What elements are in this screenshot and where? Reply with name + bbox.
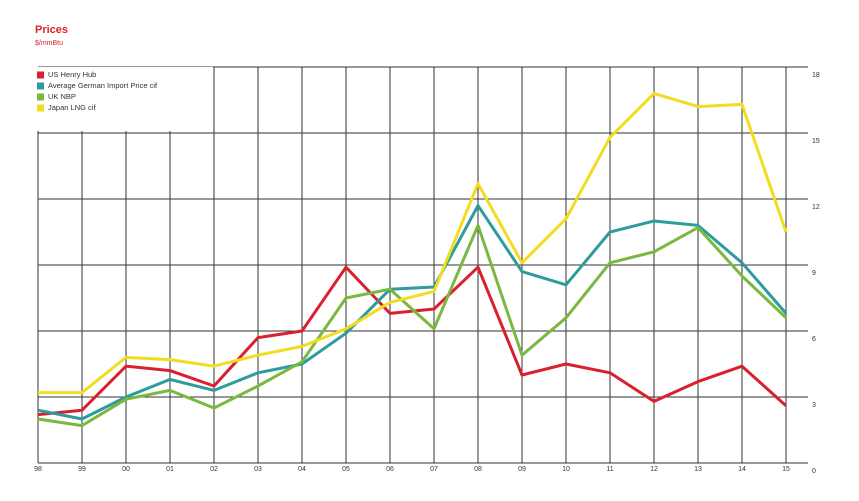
lines	[37, 91, 788, 428]
legend-swatch	[37, 82, 44, 90]
x-tick-label: 09	[518, 466, 526, 473]
legend-label: Japan LNG cif	[48, 103, 96, 112]
x-tick-label: 06	[386, 466, 394, 473]
x-tick-label: 14	[738, 466, 746, 473]
x-tick-label: 08	[474, 466, 482, 473]
x-tick-label: 03	[254, 466, 262, 473]
legend-swatch	[37, 104, 44, 112]
series-line	[37, 265, 788, 417]
x-tick-label: 11	[606, 466, 613, 473]
legend-swatch	[37, 93, 44, 101]
legend: US Henry Hub Average German Import Price …	[35, 67, 213, 131]
legend-label: US Henry Hub	[48, 70, 96, 79]
x-tick-label: 01	[166, 466, 174, 473]
x-tick-label: 00	[122, 466, 130, 473]
legend-label: UK NBP	[48, 92, 76, 101]
y-tick-label: 0	[812, 468, 816, 475]
series-line	[38, 91, 788, 395]
legend-box	[35, 67, 213, 131]
legend-label: Average German Import Price cif	[48, 81, 158, 90]
x-tick-label: 04	[298, 466, 306, 473]
y-tick-label: 15	[812, 138, 820, 145]
series-line	[37, 223, 788, 428]
x-tick-label: 13	[694, 466, 702, 473]
y-tick-label: 6	[812, 336, 816, 343]
x-tick-label: 98	[34, 466, 42, 473]
legend-swatch	[37, 71, 44, 79]
series-line	[37, 204, 788, 421]
x-tick-label: 12	[650, 466, 658, 473]
y-tick-label: 12	[812, 204, 820, 211]
y-tick-label: 18	[812, 72, 820, 79]
x-tick-label: 99	[78, 466, 86, 473]
y-tick-label: 3	[812, 402, 816, 409]
x-tick-label: 02	[210, 466, 218, 473]
x-tick-label: 15	[782, 466, 790, 473]
chart-title: Prices	[35, 24, 68, 36]
x-tick-label: 05	[342, 466, 350, 473]
x-tick-label: 10	[562, 466, 570, 473]
chart-subtitle: $/mmBtu	[35, 40, 63, 47]
y-tick-label: 9	[812, 270, 816, 277]
x-tick-label: 07	[430, 466, 438, 473]
